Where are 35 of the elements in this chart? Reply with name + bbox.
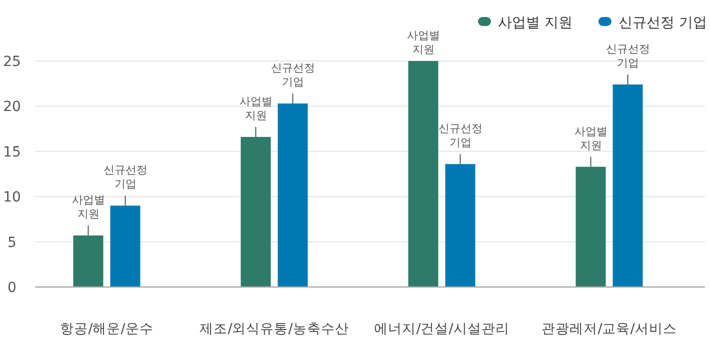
annotation: 사업별 지원: [72, 193, 105, 220]
annotation: 신규선정 기업: [103, 164, 148, 206]
legend-label: 사업별 지원: [498, 15, 572, 31]
annotation: 사업별 지원: [239, 94, 272, 138]
annotation: 신규선정 기업: [438, 122, 482, 165]
legend-label: 신규선정 기업: [618, 15, 707, 31]
annotation: 사업별 지원: [574, 124, 608, 168]
bar: [445, 164, 476, 287]
x-tick-label: 에너지/건설/시설관리: [374, 321, 510, 337]
y-tick-label: 5: [8, 234, 16, 251]
bar: [576, 166, 606, 287]
annotation: 신규선정 기업: [606, 42, 650, 85]
annotation: 사업별 지원: [239, 94, 272, 122]
annotation: 신규선정 기업: [270, 62, 315, 104]
annotation: 신규선정 기업: [103, 164, 148, 191]
bar: [73, 235, 104, 287]
annotation: 사업별 지원: [72, 193, 105, 236]
bar: [278, 103, 308, 287]
annotation: 사업별 지원: [406, 29, 440, 56]
y-tick-label: 0: [8, 280, 16, 296]
annotation: 신규선정 기업: [438, 122, 482, 150]
x-tick-label: 항공/해운/운수: [60, 321, 154, 337]
x-tick-label: 관광레저/교육/서비스: [542, 321, 677, 337]
bar: [612, 84, 643, 287]
y-tick-label: 25: [3, 54, 21, 70]
y-tick-label: 10: [3, 190, 21, 206]
annotation: 사업별 지원: [574, 124, 608, 152]
x-tick-label: 제조/외식유통/농축수산: [200, 321, 349, 337]
y-tick-label: 15: [3, 144, 21, 160]
annotation: 신규선정 기업: [606, 42, 650, 70]
bar: [408, 61, 438, 287]
annotation: 신규선정 기업: [270, 61, 315, 88]
bar: [110, 206, 140, 287]
bar: [240, 136, 271, 287]
y-tick-label: 20: [3, 99, 21, 116]
